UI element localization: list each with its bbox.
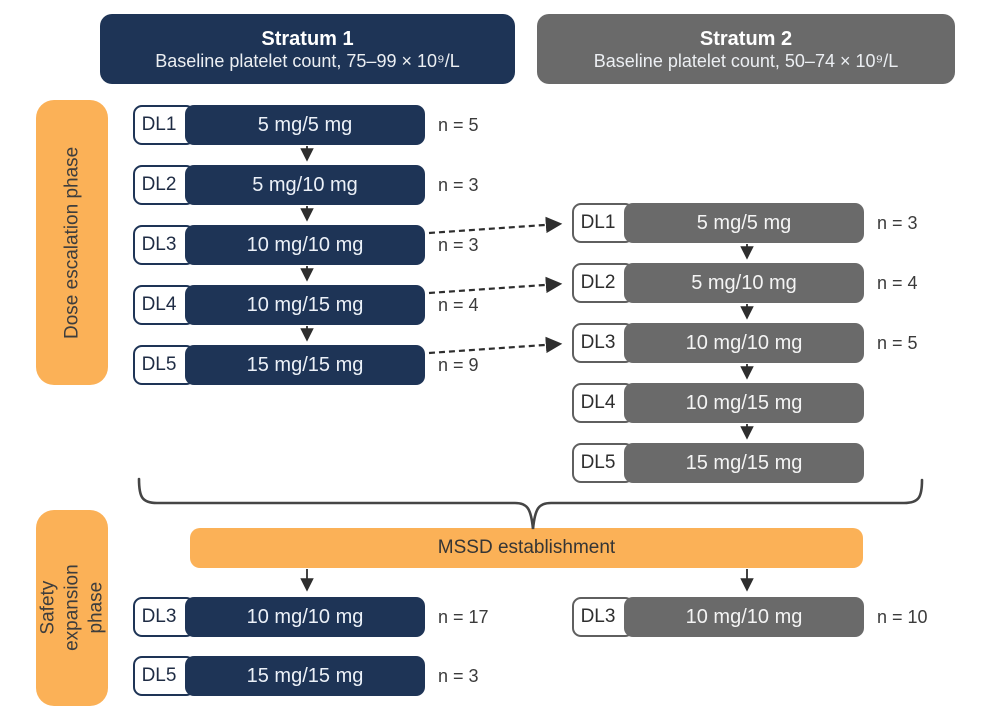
esc-s2-row-dl1: DL1 5 mg/5 mg n = 3 [572, 203, 918, 243]
safety-s2-row-dl3: DL3 10 mg/10 mg n = 10 [572, 597, 928, 637]
safety-s1-row-dl3: DL3 10 mg/10 mg n = 17 [133, 597, 489, 637]
dl-tag: DL4 [572, 383, 634, 423]
dose-escalation-phase-label: Dose escalation phase [61, 146, 83, 339]
dl-tag: DL5 [133, 345, 195, 385]
n-count: n = 4 [438, 294, 479, 315]
esc-s1-row-dl5: DL5 15 mg/15 mg n = 9 [133, 345, 479, 385]
n-count: n = 17 [438, 606, 489, 627]
dl-tag: DL3 [572, 323, 634, 363]
stratum2-subtitle: Baseline platelet count, 50–74 × 10⁹/L [593, 50, 899, 71]
esc-s1-row-dl1: DL1 5 mg/5 mg n = 5 [133, 105, 479, 145]
stratum1-header: Stratum 1 Baseline platelet count, 75–99… [100, 14, 515, 84]
mssd-establishment-bar: MSSD establishment [190, 528, 863, 568]
dl-tag: DL3 [133, 597, 195, 637]
safety-expansion-phase-label: Safety expansion phase [37, 564, 106, 652]
dose-pill: 5 mg/5 mg [185, 105, 425, 145]
stratum2-header: Stratum 2 Baseline platelet count, 50–74… [537, 14, 955, 84]
n-count: n = 3 [438, 234, 479, 255]
esc-s1-row-dl2: DL2 5 mg/10 mg n = 3 [133, 165, 479, 205]
dl-tag: DL5 [572, 443, 634, 483]
esc-s1-row-dl3: DL3 10 mg/10 mg n = 3 [133, 225, 479, 265]
dose-pill: 10 mg/10 mg [185, 597, 425, 637]
dose-pill: 10 mg/10 mg [624, 597, 864, 637]
dose-pill: 10 mg/10 mg [185, 225, 425, 265]
dose-pill: 15 mg/15 mg [185, 656, 425, 696]
n-count: n = 3 [438, 665, 479, 686]
dose-pill: 15 mg/15 mg [185, 345, 425, 385]
brace [137, 477, 924, 530]
esc-s2-row-dl3: DL3 10 mg/10 mg n = 5 [572, 323, 918, 363]
dose-pill: 5 mg/10 mg [624, 263, 864, 303]
n-count: n = 5 [877, 332, 918, 353]
dose-pill: 15 mg/15 mg [624, 443, 864, 483]
dose-pill: 5 mg/10 mg [185, 165, 425, 205]
dose-pill: 10 mg/10 mg [624, 323, 864, 363]
esc-s2-row-dl5: DL5 15 mg/15 mg [572, 443, 877, 483]
dose-pill: 5 mg/5 mg [624, 203, 864, 243]
dose-pill: 10 mg/15 mg [185, 285, 425, 325]
dl-tag: DL3 [133, 225, 195, 265]
n-count: n = 4 [877, 272, 918, 293]
dose-escalation-phase-tab: Dose escalation phase [36, 100, 108, 385]
esc-s1-row-dl4: DL4 10 mg/15 mg n = 4 [133, 285, 479, 325]
dl-tag: DL2 [133, 165, 195, 205]
dl-tag: DL2 [572, 263, 634, 303]
esc-s2-row-dl2: DL2 5 mg/10 mg n = 4 [572, 263, 918, 303]
n-count: n = 5 [438, 114, 479, 135]
n-count: n = 3 [877, 212, 918, 233]
safety-s1-row-dl5: DL5 15 mg/15 mg n = 3 [133, 656, 479, 696]
dl-tag: DL1 [133, 105, 195, 145]
esc-s2-row-dl4: DL4 10 mg/15 mg [572, 383, 877, 423]
dl-tag: DL3 [572, 597, 634, 637]
n-count: n = 10 [877, 606, 928, 627]
stratum1-title: Stratum 1 [261, 27, 354, 50]
stratum2-title: Stratum 2 [699, 27, 793, 50]
safety-expansion-phase-tab: Safety expansion phase [36, 510, 108, 706]
stratum1-subtitle: Baseline platelet count, 75–99 × 10⁹/L [155, 50, 460, 71]
dose-pill: 10 mg/15 mg [624, 383, 864, 423]
n-count: n = 9 [438, 354, 479, 375]
dl-tag: DL5 [133, 656, 195, 696]
n-count: n = 3 [438, 174, 479, 195]
